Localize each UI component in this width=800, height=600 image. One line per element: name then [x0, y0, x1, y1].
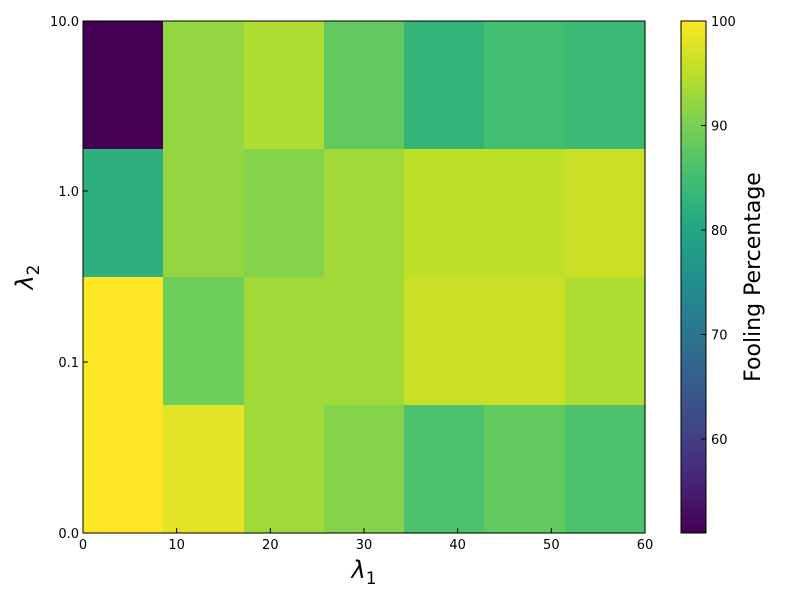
heatmap-cell — [83, 149, 164, 278]
x-tick-label: 30 — [356, 538, 373, 553]
heatmap-cell — [324, 277, 405, 406]
x-tick-label: 10 — [168, 538, 185, 553]
heatmap-cell — [324, 405, 405, 534]
x-tick-label: 20 — [262, 538, 279, 553]
y-tick-label: 0.0 — [58, 527, 79, 542]
heatmap-cell — [484, 21, 566, 150]
heatmap-cell — [244, 21, 325, 150]
heatmap-cell — [163, 21, 245, 150]
x-tick-label: 0 — [79, 538, 87, 553]
colorbar-tick-label: 80 — [711, 224, 728, 239]
colorbar-tick-label: 60 — [711, 433, 728, 448]
heatmap-cell — [163, 405, 245, 534]
heatmap-cell — [565, 277, 646, 406]
x-tick-label: 60 — [637, 538, 654, 553]
heatmap-cell — [565, 149, 646, 278]
heatmap-cell — [324, 149, 405, 278]
colorbar-tick-label: 90 — [711, 119, 728, 134]
heatmap-cell — [163, 277, 245, 406]
x-tick-label: 40 — [449, 538, 466, 553]
colorbar-tick-label: 70 — [711, 328, 728, 343]
x-tick-label: 50 — [543, 538, 560, 553]
colorbar-tick-label: 100 — [711, 15, 736, 30]
heatmap-cell — [244, 149, 325, 278]
heatmap-cell — [324, 21, 405, 150]
heatmap-cell — [163, 149, 245, 278]
heatmap-cell — [484, 277, 566, 406]
heatmap-cell — [565, 21, 646, 150]
x-axis-label: λ1 — [349, 556, 376, 589]
heatmap-cell — [404, 21, 485, 150]
y-axis-label: λ2 — [11, 264, 44, 291]
y-tick-label: 10.0 — [50, 15, 79, 30]
heatmap-cell — [83, 21, 164, 150]
colorbar — [680, 20, 707, 534]
y-tick-label: 0.1 — [58, 356, 79, 371]
heatmap-cell — [83, 405, 164, 534]
colorbar-label: Fooling Percentage — [741, 172, 766, 382]
x-axis-ticks: 0 10 20 30 40 50 60 — [79, 528, 653, 553]
y-tick-label: 1.0 — [58, 185, 79, 200]
heatmap-cell — [404, 149, 485, 278]
heatmap-cell — [83, 277, 164, 406]
y-axis-ticks: 0.0 0.1 1.0 10.0 — [50, 15, 88, 542]
heatmap-cell — [244, 405, 325, 534]
heatmap-cell — [484, 405, 566, 534]
heatmap-cell — [244, 277, 325, 406]
heatmap-cell — [565, 405, 646, 534]
colorbar-ticks: 60 70 80 90 100 — [701, 15, 736, 448]
heatmap-cell — [404, 405, 485, 534]
heatmap-cells — [83, 21, 646, 534]
heatmap-cell — [484, 149, 566, 278]
heatmap-cell — [404, 277, 485, 406]
